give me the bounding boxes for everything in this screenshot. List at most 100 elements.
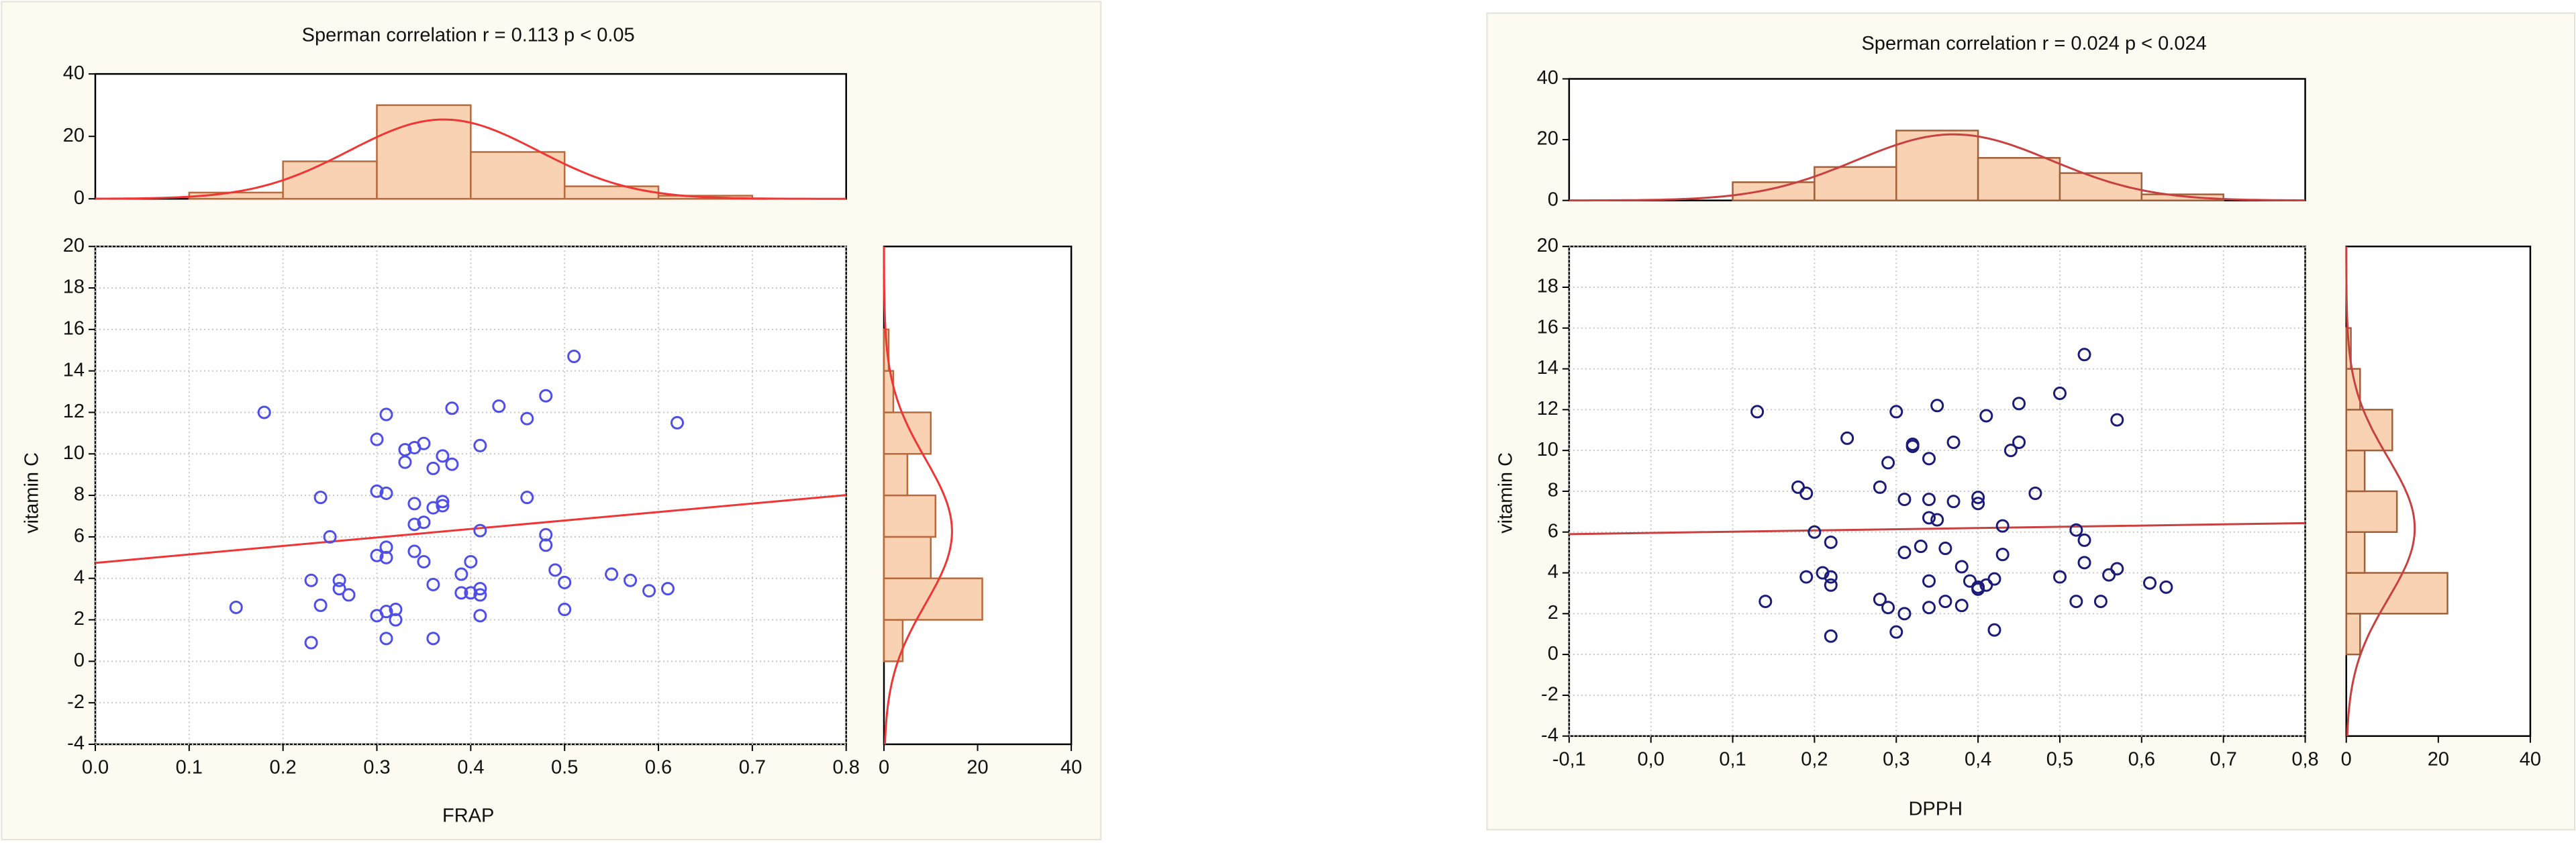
- y-tick-label: 8: [1548, 480, 1558, 501]
- histogram-bar: [883, 494, 937, 538]
- scatter-point: [257, 405, 271, 419]
- scatter-point: [1995, 519, 2010, 533]
- scatter-point: [473, 524, 487, 538]
- scatter-point: [1938, 542, 1952, 556]
- scatter-point: [379, 540, 393, 554]
- scatter-point: [417, 515, 431, 530]
- histogram-bar: [2345, 531, 2366, 574]
- scatter-point: [473, 582, 487, 596]
- scatter-point: [2159, 580, 2173, 594]
- scatter-point: [417, 436, 431, 450]
- x-tick-label: 0.3: [363, 757, 390, 779]
- scatter-point: [539, 528, 553, 542]
- scatter-point: [605, 567, 619, 581]
- histogram-bar: [2140, 193, 2224, 201]
- scatter-point: [473, 438, 487, 452]
- histogram-bar: [470, 151, 566, 200]
- scatter-point: [2110, 413, 2124, 427]
- scatter-point: [1922, 511, 1936, 525]
- scatter-point: [407, 497, 422, 511]
- scatter-point: [454, 586, 468, 600]
- y-axis-label: vitamin C: [21, 452, 43, 534]
- histogram-bar: [2345, 449, 2366, 493]
- y-tick-label: 40: [63, 62, 85, 84]
- scatter-point: [2012, 397, 2026, 411]
- scatter-point: [426, 577, 440, 591]
- scatter-point: [1824, 578, 1838, 592]
- scatter-point: [1922, 493, 1936, 507]
- density-curve: [95, 118, 846, 200]
- scatter-point: [1824, 629, 1838, 643]
- y-tick-label: -4: [1541, 724, 1558, 746]
- x-tick-label: 0,4: [1965, 748, 1991, 770]
- scatter-point: [1987, 623, 2001, 637]
- scatter-point: [436, 449, 450, 463]
- scatter-point: [426, 501, 440, 515]
- scatter-point: [2012, 436, 2026, 450]
- x-tick-label: 0,8: [2291, 748, 2318, 770]
- scatter-point: [332, 573, 346, 587]
- y-tick-label: 6: [1548, 520, 1558, 542]
- chart-title: Sperman correlation r = 0.024 p < 0.024: [1861, 33, 2206, 54]
- x-axis-label: DPPH: [1908, 799, 1963, 820]
- x-tick-label: 0.0: [82, 757, 109, 779]
- scatter-point: [464, 554, 478, 568]
- y-tick-label: 10: [63, 442, 85, 464]
- histogram-bar: [1732, 181, 1816, 201]
- scatter-point: [492, 399, 506, 413]
- scatter-point: [642, 584, 656, 598]
- scatter-point: [1971, 491, 1985, 505]
- scatter-point: [1946, 495, 1961, 509]
- plot-area: [1568, 245, 2306, 737]
- x-tick-label: 0,5: [2046, 748, 2073, 770]
- y-tick-label: 16: [1537, 316, 1558, 338]
- scatter-point: [426, 461, 440, 475]
- scatter-point: [1922, 452, 1936, 466]
- y-tick-label: 0: [74, 187, 85, 209]
- scatter-point: [1954, 560, 1969, 574]
- scatter-point: [1979, 409, 1993, 423]
- scatter-point: [1914, 540, 1928, 554]
- scatter-point: [313, 598, 328, 612]
- scatter-point: [1897, 493, 1912, 507]
- y-tick-label: 4: [74, 566, 85, 588]
- histogram-bar: [2345, 490, 2398, 533]
- regression-line: [95, 494, 846, 564]
- x-tick-label: 0.5: [551, 757, 578, 779]
- histogram-bar: [282, 160, 378, 200]
- scatter-point: [1889, 405, 1903, 419]
- y-tick-label: 2: [1548, 602, 1558, 624]
- scatter-point: [2052, 570, 2067, 584]
- scatter-point: [2077, 348, 2091, 362]
- scatter-point: [2069, 523, 2083, 537]
- scatter-point: [2077, 556, 2091, 570]
- x-tick-label: 40: [2520, 748, 2541, 770]
- y-tick-label: 0: [1548, 643, 1558, 664]
- scatter-point: [624, 573, 638, 587]
- y-tick-label: 2: [74, 608, 85, 630]
- scatter-point: [671, 415, 685, 430]
- x-tick-label: 0: [2341, 748, 2352, 770]
- scatter-point: [1881, 601, 1895, 615]
- scatter-point: [1954, 599, 1969, 613]
- scatter-point: [1807, 525, 1822, 539]
- x-tick-label: 0.7: [739, 757, 766, 779]
- scatter-point: [379, 486, 393, 500]
- scatter-point: [407, 544, 422, 558]
- scatter-point: [454, 567, 468, 581]
- x-tick-label: 0: [879, 757, 889, 779]
- y-tick-label: 18: [1537, 276, 1558, 297]
- histogram-bar: [2345, 613, 2361, 656]
- scatter-point: [323, 530, 337, 544]
- x-tick-label: 20: [967, 757, 988, 779]
- x-tick-label: -0,1: [1552, 748, 1586, 770]
- scatter-point: [2077, 533, 2091, 547]
- x-tick-label: 0,0: [1638, 748, 1665, 770]
- scatter-point: [436, 499, 450, 513]
- scatter-point: [426, 632, 440, 646]
- y-tick-label: 12: [1537, 398, 1558, 419]
- scatter-point: [313, 491, 328, 505]
- scatter-point: [567, 350, 581, 364]
- y-tick-label: 14: [1537, 357, 1558, 379]
